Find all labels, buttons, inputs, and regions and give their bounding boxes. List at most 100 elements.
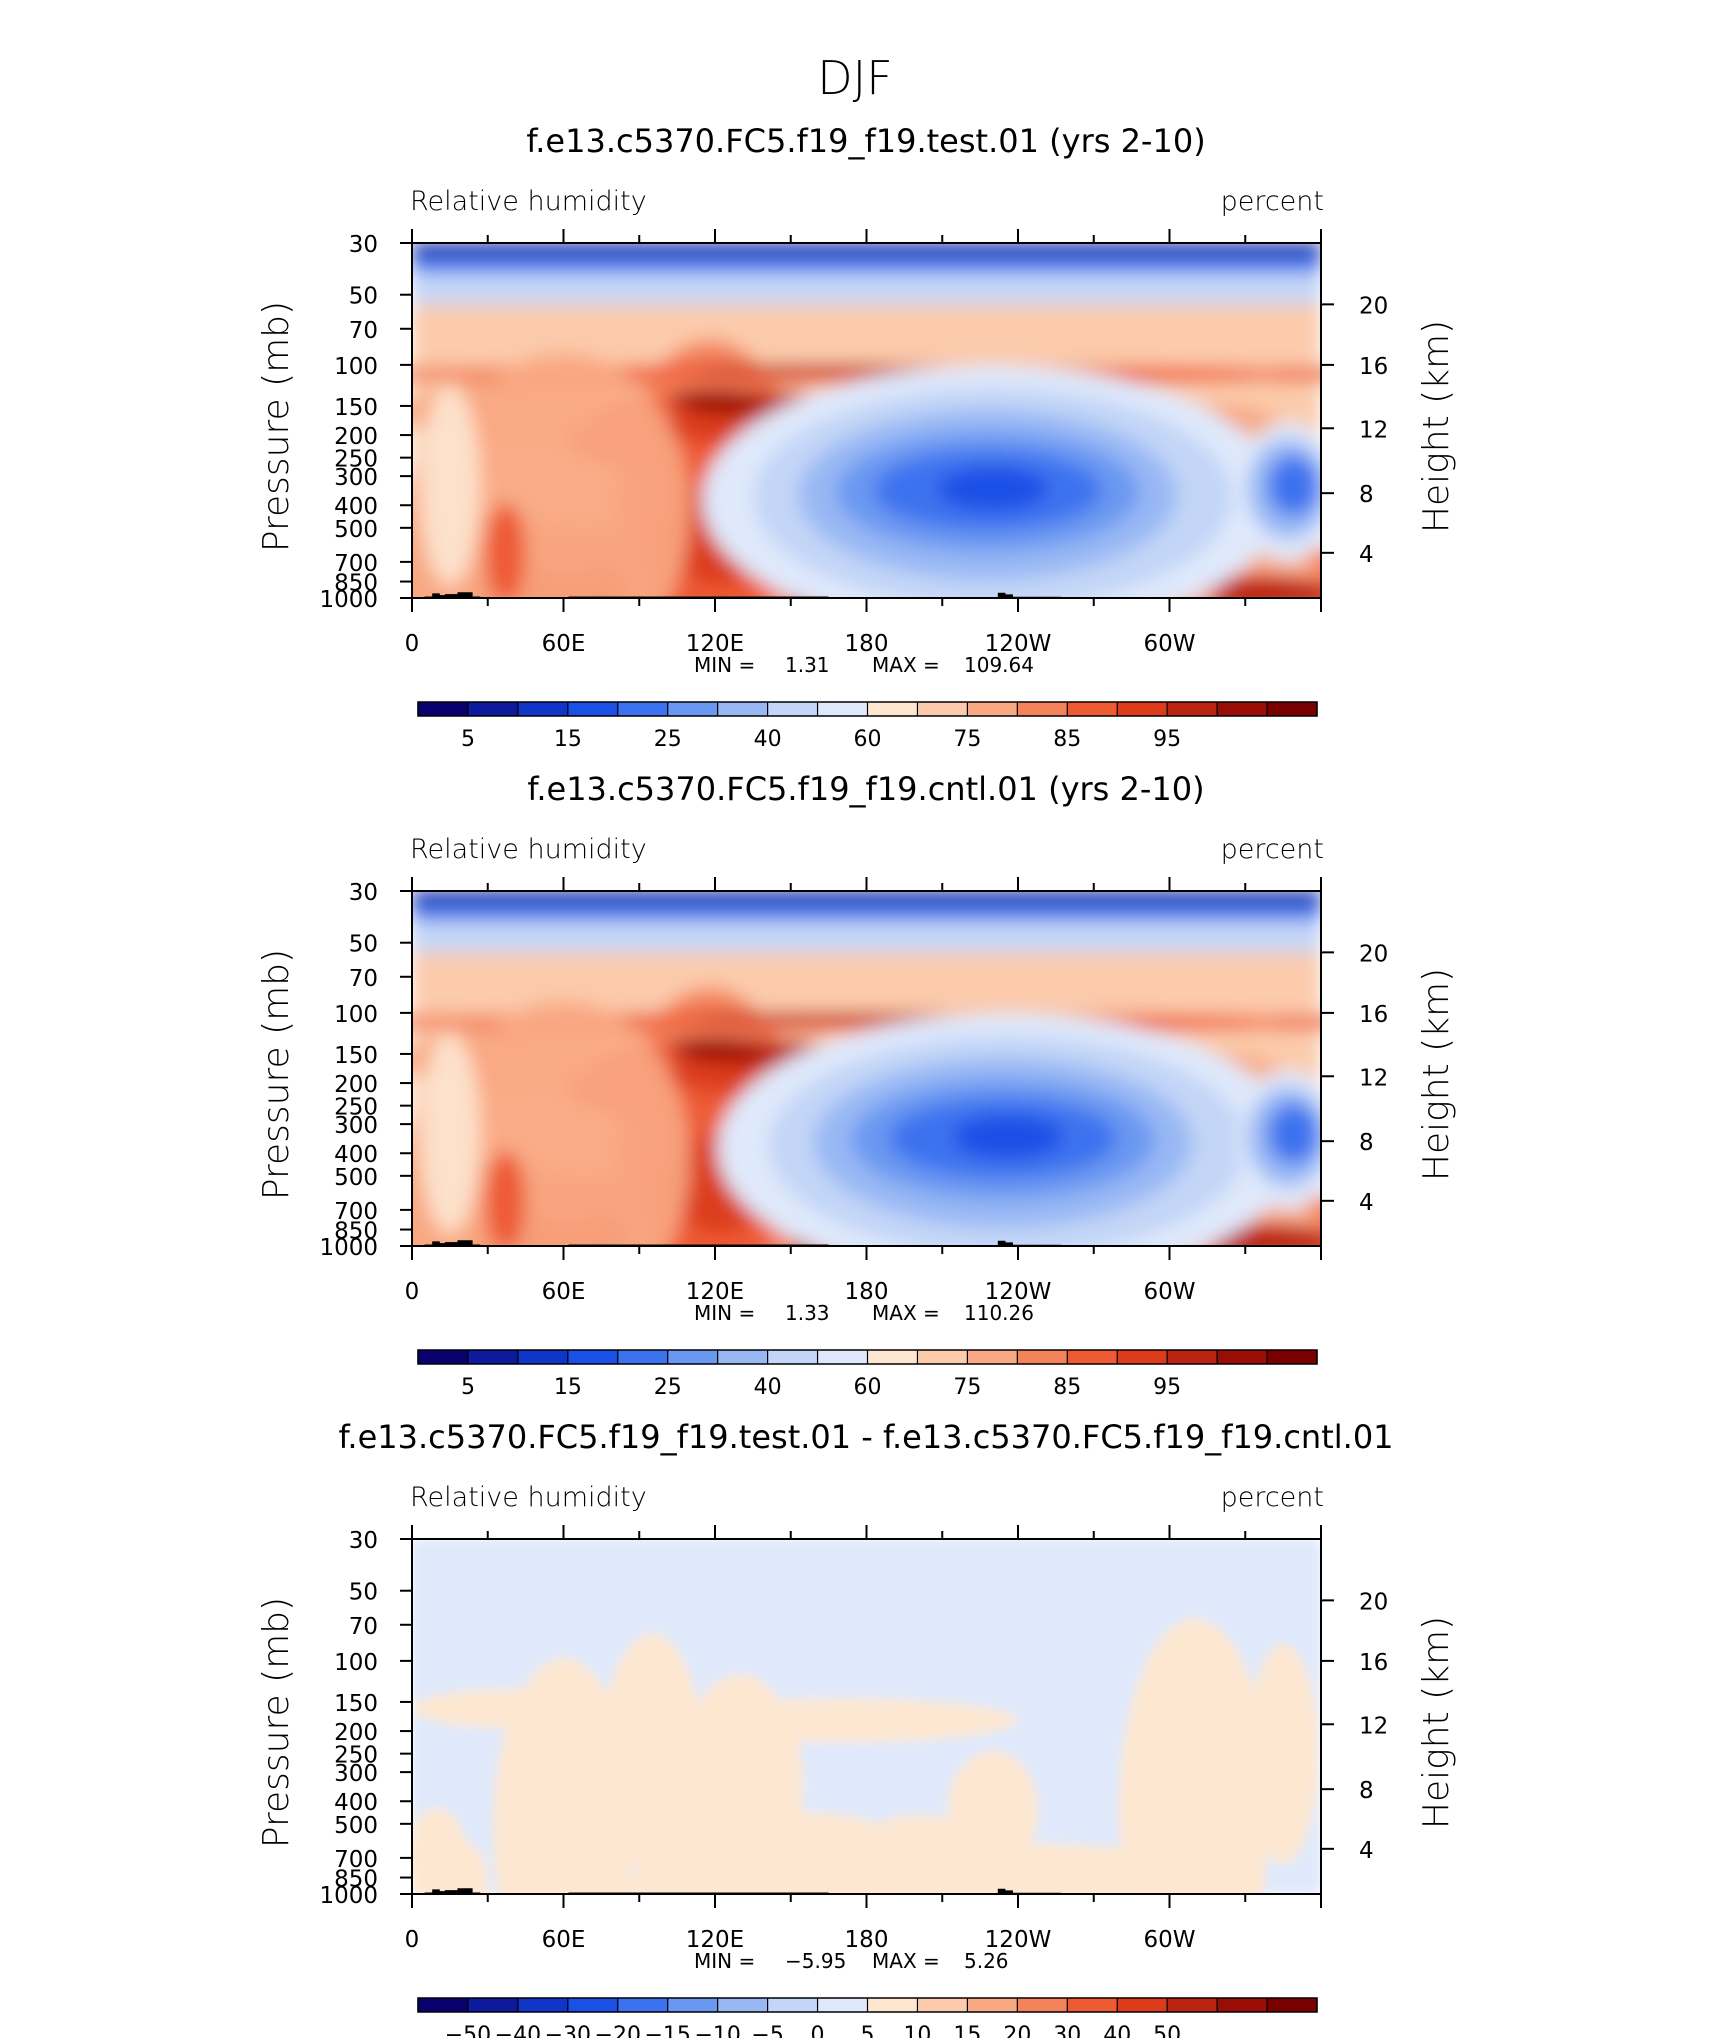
colorbar-swatch — [767, 1350, 819, 1364]
colorbar-label: −50 — [445, 2023, 491, 2038]
contour-region — [419, 1033, 481, 1234]
colorbar-swatch — [1217, 1350, 1268, 1364]
y-tick-label: 1000 — [319, 587, 378, 613]
y-tick-label: 1000 — [319, 1235, 378, 1261]
colorbar-label: −10 — [694, 2023, 740, 2038]
panels-container: f.e13.c5370.FC5.f19_f19.test.01 (yrs 2-1… — [256, 122, 1457, 2038]
panel-title: f.e13.c5370.FC5.f19_f19.test.01 (yrs 2-1… — [526, 122, 1205, 160]
colorbar-swatch — [817, 702, 868, 716]
colorbar-swatch — [817, 1998, 868, 2012]
colorbar-label: 15 — [953, 2023, 981, 2038]
panel-title: f.e13.c5370.FC5.f19_f19.cntl.01 (yrs 2-1… — [527, 770, 1204, 808]
max-label: MAX = — [872, 1949, 940, 1973]
contour-region — [1207, 577, 1321, 598]
colorbar-swatch — [1017, 1998, 1068, 2012]
x-tick-label: 120W — [985, 631, 1052, 657]
contour-region — [669, 1036, 761, 1057]
y-tick-label: 400 — [334, 1790, 378, 1816]
y2-tick-label: 16 — [1359, 1650, 1388, 1676]
colorbar-swatch — [1167, 702, 1218, 716]
colorbar-swatch — [817, 1350, 868, 1364]
colorbar-label: 85 — [1053, 727, 1081, 752]
colorbar-swatch — [617, 1998, 669, 2012]
contour-field — [412, 1539, 1321, 1894]
y-tick-label: 50 — [349, 284, 378, 310]
colorbar-swatch — [1167, 1998, 1218, 2012]
colorbar-swatch — [1267, 702, 1318, 716]
colorbar-swatch — [517, 1350, 569, 1364]
colorbar-swatch — [867, 1998, 918, 2012]
colorbar-label: 15 — [554, 1375, 582, 1400]
y2-tick-label: 12 — [1359, 417, 1388, 443]
min-value: 1.31 — [785, 653, 830, 677]
max-value: 5.26 — [964, 1949, 1009, 1973]
y-tick-label: 70 — [349, 1614, 378, 1640]
colorbar-swatch — [467, 702, 519, 716]
contour-region — [669, 388, 761, 409]
contour-region — [937, 466, 1049, 511]
colorbar-swatch — [418, 1350, 469, 1364]
contour-fill — [412, 1539, 1321, 1894]
colorbar-swatch — [1017, 1350, 1068, 1364]
colorbar-swatch — [1017, 702, 1068, 716]
x-tick-label: 180 — [845, 631, 889, 657]
colorbar-label: −40 — [495, 2023, 541, 2038]
colorbar-swatch — [418, 702, 469, 716]
y-tick-label: 1000 — [319, 1883, 378, 1909]
contour-region — [1270, 1016, 1321, 1029]
y-tick-label: 500 — [334, 517, 378, 543]
max-value: 110.26 — [964, 1301, 1034, 1325]
colorbar-swatch — [467, 1998, 519, 2012]
colorbar-label: −20 — [595, 2023, 641, 2038]
x-tick-label: 60E — [542, 1927, 586, 1953]
colorbar-swatch — [567, 1998, 619, 2012]
colorbar-label: 25 — [654, 1375, 682, 1400]
contour-region — [1267, 455, 1319, 516]
contour-field — [412, 891, 1321, 1246]
y-tick-label: 250 — [334, 1095, 378, 1121]
y-tick-label: 70 — [349, 966, 378, 992]
colorbar-swatch — [1267, 1350, 1318, 1364]
contour-region — [1247, 1643, 1319, 1864]
max-label: MAX = — [872, 653, 940, 677]
colorbar-label: 30 — [1053, 2023, 1081, 2038]
x-tick-label: 0 — [405, 631, 420, 657]
colorbar-swatch — [617, 1350, 669, 1364]
colorbar-swatch — [1067, 1350, 1118, 1364]
colorbar-swatch — [667, 702, 719, 716]
y-tick-label: 200 — [334, 424, 378, 450]
colorbar-label: 5 — [461, 1375, 475, 1400]
colorbar-swatch — [667, 1350, 719, 1364]
y-tick-label: 300 — [334, 465, 378, 491]
contour-region — [588, 1870, 791, 1894]
units-label: percent — [1221, 1482, 1324, 1513]
colorbar-label: −15 — [645, 2023, 691, 2038]
colorbar-frame — [417, 701, 1318, 717]
colorbar-label: 75 — [953, 727, 981, 752]
contour-region — [1270, 368, 1321, 381]
y2-tick-label: 8 — [1359, 482, 1374, 508]
units-label: percent — [1221, 834, 1324, 865]
colorbar-swatch — [917, 1350, 968, 1364]
colorbar-label: 20 — [1003, 2023, 1031, 2038]
x-tick-label: 60E — [542, 1279, 586, 1305]
x-tick-label: 60W — [1143, 1279, 1195, 1305]
x-tick-label: 60W — [1143, 1927, 1195, 1953]
colorbar-label: −30 — [545, 2023, 591, 2038]
x-tick-label: 180 — [845, 1927, 889, 1953]
y2-tick-label: 12 — [1359, 1713, 1388, 1739]
contour-region — [952, 1114, 1064, 1159]
colorbar-label: 10 — [903, 2023, 931, 2038]
colorbar-label: −5 — [751, 2023, 783, 2038]
colorbar-swatch — [1067, 1998, 1118, 2012]
colorbar-swatch — [867, 1350, 918, 1364]
variable-label: Relative humidity — [410, 834, 647, 865]
colorbar-label: 95 — [1153, 1375, 1181, 1400]
y-tick-label: 850 — [334, 1219, 378, 1245]
colorbar-label: 25 — [654, 727, 682, 752]
colorbar-swatch — [967, 1350, 1018, 1364]
contour-region — [1267, 1103, 1319, 1164]
y-axis-title: Pressure (mb) — [256, 1597, 297, 1848]
x-tick-label: 0 — [405, 1927, 420, 1953]
min-label: MIN = — [694, 1949, 755, 1973]
